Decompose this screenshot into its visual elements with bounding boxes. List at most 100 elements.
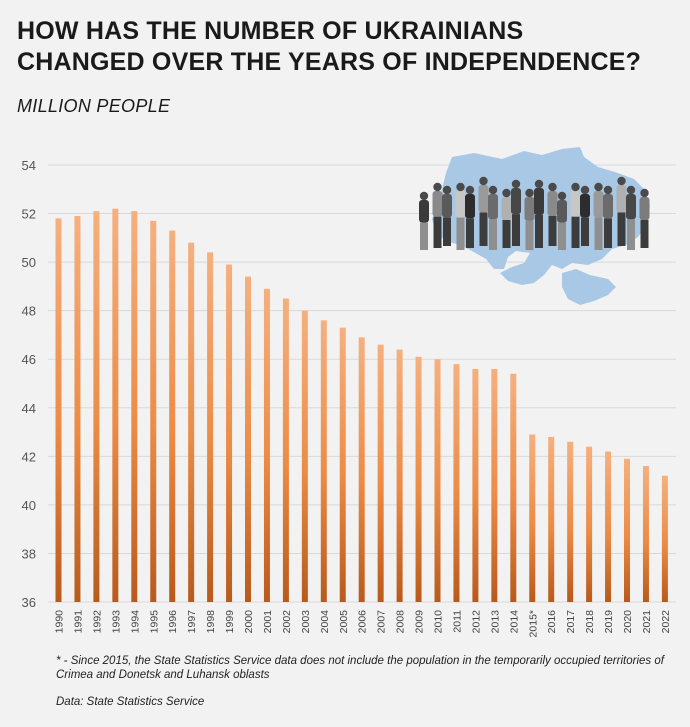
person-legs [420,222,428,250]
bar-2008 [396,349,403,602]
chart-title-line2: CHANGED OVER THE YEARS OF INDEPENDENCE? [17,48,642,76]
person-icon [570,182,581,248]
person-icon [511,179,521,246]
x-tick-label: 2005 [338,610,350,634]
bar-2015star [529,434,536,602]
y-tick-label: 36 [22,595,36,610]
person-torso [616,185,627,213]
person-torso [511,188,521,215]
person-torso [419,200,429,223]
person-torso [478,185,489,213]
person-icon [442,185,452,246]
crimea-icon [562,269,616,305]
person-legs [479,212,488,246]
y-tick-label: 40 [22,498,36,513]
person-icon [626,185,636,250]
y-tick-label: 52 [22,207,36,222]
person-head [626,185,636,195]
person-legs [502,219,511,248]
x-tick-label: 2020 [622,610,634,634]
bar-2019 [605,451,612,602]
person-legs [535,215,543,248]
person-icon [534,179,544,248]
person-legs [594,217,603,250]
person-legs [456,217,465,250]
y-axis-ticks: 36 38 40 42 44 46 48 50 52 54 [22,158,36,610]
y-tick-label: 48 [22,304,36,319]
x-tick-label: 1999 [224,610,236,634]
x-tick-label: 1995 [148,610,160,634]
person-head [442,185,452,195]
x-tick-label: 2001 [262,610,274,634]
person-icon [488,185,498,250]
x-tick-label: 1998 [205,610,217,634]
person-legs [571,216,580,248]
bar-2022 [661,475,668,602]
person-torso [488,194,498,220]
person-icon [501,188,512,248]
person-legs [466,218,474,248]
person-icon [478,176,489,246]
bar-2003 [301,310,308,602]
person-head [502,188,511,198]
x-tick-label: 1992 [91,610,103,634]
bar-2009 [415,356,422,602]
person-legs [512,214,520,246]
bar-2017 [567,441,574,602]
person-legs [558,222,566,250]
x-tick-label: 2011 [451,610,463,633]
x-tick-label: 2015* [527,610,539,637]
y-tick-label: 42 [22,449,36,464]
person-icon [616,176,627,246]
x-tick-label: 2016 [546,610,558,634]
x-tick-label: 2013 [489,610,501,634]
bar-2012 [472,368,479,602]
x-tick-label: 2010 [433,610,445,634]
person-icon [547,182,558,246]
person-icon [580,185,590,246]
bar-2007 [377,344,384,602]
person-head [488,185,498,195]
people-group-icon [419,176,650,250]
x-tick-label: 2000 [243,610,255,634]
bar-2013 [491,368,498,602]
person-torso [442,194,452,218]
bar-2006 [358,337,365,602]
bar-2005 [339,327,346,602]
person-head [456,182,465,192]
person-head [479,176,488,186]
person-torso [593,191,604,218]
ukraine-map-people-illustration [419,147,650,305]
person-head [433,182,442,192]
person-icon [639,188,650,248]
x-tick-label: 2021 [641,610,653,634]
bar-2001 [263,288,270,602]
person-head [548,182,557,192]
bar-1993 [112,208,119,602]
x-tick-label: 1994 [129,610,141,634]
person-legs [525,220,534,250]
bar-1996 [169,230,176,603]
bar-1994 [131,211,138,602]
x-tick-label: 1993 [110,610,122,634]
person-torso [524,197,535,221]
person-torso [432,191,443,217]
person-head [557,191,567,201]
person-icon [455,182,466,250]
x-tick-label: 2022 [660,610,672,634]
x-axis-ticks: 1990 1991 1992 1993 1994 1995 1996 1997 1998 1999… [54,610,672,638]
y-tick-label: 54 [22,158,36,173]
person-icon [419,191,429,250]
x-tick-label: 2019 [603,610,615,634]
bar-2011 [453,364,460,602]
person-torso [455,191,466,218]
person-head [525,188,534,198]
person-icon [557,191,567,250]
person-legs [548,215,557,246]
chart-title: HOW HAS THE NUMBER OF UKRAINIANS CHANGED… [17,16,687,78]
chart-title-line1: HOW HAS THE NUMBER OF UKRAINIANS [17,17,524,45]
x-tick-label: 2002 [281,610,293,634]
data-source: Data: State Statistics Service [56,696,205,708]
y-tick-label: 38 [22,546,36,561]
bar-1998 [207,252,214,602]
